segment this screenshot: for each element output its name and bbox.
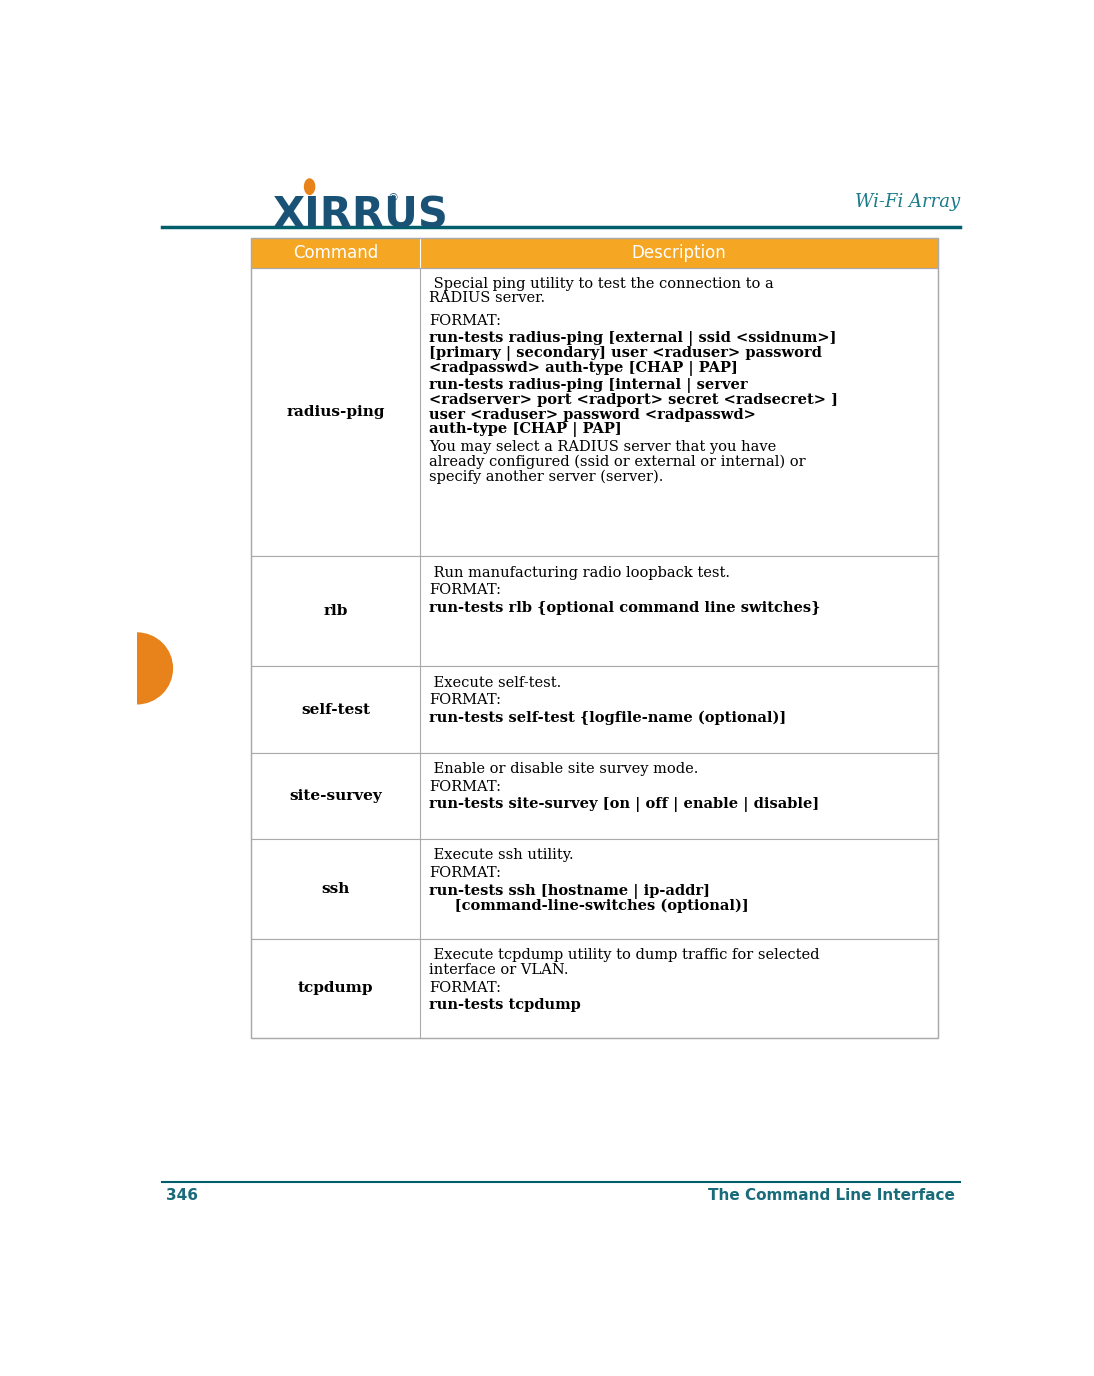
Text: Run manufacturing radio loopback test.: Run manufacturing radio loopback test. (429, 566, 730, 579)
Text: run-tests rlb {optional command line switches}: run-tests rlb {optional command line swi… (429, 601, 820, 615)
Bar (252, 238, 938, 1038)
Text: FORMAT:: FORMAT: (429, 866, 501, 879)
Text: run-tests radius-ping [internal | server: run-tests radius-ping [internal | server (429, 378, 747, 394)
Text: rlb: rlb (324, 604, 348, 618)
Text: Execute ssh utility.: Execute ssh utility. (429, 848, 573, 863)
Text: FORMAT:: FORMAT: (429, 780, 501, 794)
Text: FORMAT:: FORMAT: (429, 583, 501, 597)
Text: RADIUS server.: RADIUS server. (429, 292, 545, 305)
Text: interface or VLAN.: interface or VLAN. (429, 963, 569, 977)
Bar (252, 267, 938, 556)
Text: run-tests ssh [hostname | ip-addr]: run-tests ssh [hostname | ip-addr] (429, 883, 710, 899)
Text: self-test: self-test (301, 703, 370, 717)
Text: run-tests site-survey [on | off | enable | disable]: run-tests site-survey [on | off | enable… (429, 797, 819, 812)
Text: radius-ping: radius-ping (287, 405, 385, 418)
Text: 346: 346 (166, 1187, 198, 1203)
Bar (252, 666, 938, 753)
Text: run-tests tcpdump: run-tests tcpdump (429, 998, 581, 1013)
Text: Execute tcpdump utility to dump traffic for selected: Execute tcpdump utility to dump traffic … (429, 948, 819, 962)
Text: Command: Command (293, 244, 379, 261)
Text: already configured (ssid or external or internal) or: already configured (ssid or external or … (429, 454, 805, 469)
Text: Enable or disable site survey mode.: Enable or disable site survey mode. (429, 762, 698, 776)
Text: Execute self-test.: Execute self-test. (429, 676, 561, 689)
Bar (252, 556, 938, 666)
Text: XIRRUS: XIRRUS (272, 194, 449, 237)
Text: You may select a RADIUS server that you have: You may select a RADIUS server that you … (429, 440, 776, 454)
Text: auth-type [CHAP | PAP]: auth-type [CHAP | PAP] (429, 422, 621, 438)
Text: <radserver> port <radport> secret <radsecret> ]: <radserver> port <radport> secret <radse… (429, 394, 838, 407)
Text: FORMAT:: FORMAT: (429, 981, 501, 995)
Bar (252, 238, 938, 267)
Text: [command-line-switches (optional)]: [command-line-switches (optional)] (429, 899, 748, 912)
Text: site-survey: site-survey (289, 788, 382, 802)
Text: specify another server (server).: specify another server (server). (429, 469, 663, 483)
Text: Special ping utility to test the connection to a: Special ping utility to test the connect… (429, 277, 773, 290)
Text: [primary | secondary] user <raduser> password: [primary | secondary] user <raduser> pas… (429, 347, 822, 361)
Text: The Command Line Interface: The Command Line Interface (708, 1187, 955, 1203)
Text: run-tests radius-ping [external | ssid <ssidnum>]: run-tests radius-ping [external | ssid <… (429, 332, 837, 347)
Bar (252, 753, 938, 839)
Text: ®: ® (387, 193, 398, 202)
Text: <radpasswd> auth-type [CHAP | PAP]: <radpasswd> auth-type [CHAP | PAP] (429, 361, 737, 376)
Bar (252, 839, 938, 938)
Text: Wi-Fi Array: Wi-Fi Array (854, 193, 959, 211)
Text: tcpdump: tcpdump (298, 981, 373, 995)
Ellipse shape (304, 179, 315, 194)
Circle shape (101, 633, 173, 703)
Text: user <raduser> password <radpasswd>: user <raduser> password <radpasswd> (429, 407, 756, 421)
Text: FORMAT:: FORMAT: (429, 314, 501, 327)
Text: ssh: ssh (322, 882, 350, 896)
Text: Description: Description (631, 244, 726, 261)
Text: run-tests self-test {logfile-name (optional)]: run-tests self-test {logfile-name (optio… (429, 711, 787, 725)
Text: FORMAT:: FORMAT: (429, 694, 501, 707)
Bar (252, 938, 938, 1038)
